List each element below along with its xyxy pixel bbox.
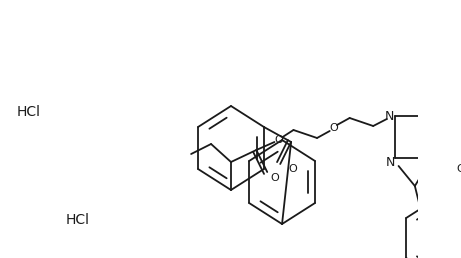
Text: O: O <box>289 164 297 174</box>
Text: HCl: HCl <box>65 213 89 227</box>
Text: O: O <box>329 123 338 133</box>
Text: HCl: HCl <box>16 105 40 119</box>
Text: N: N <box>385 109 394 123</box>
Text: N: N <box>386 157 395 170</box>
Text: O: O <box>275 135 284 145</box>
Text: Cl: Cl <box>456 164 461 174</box>
Text: O: O <box>270 173 279 183</box>
